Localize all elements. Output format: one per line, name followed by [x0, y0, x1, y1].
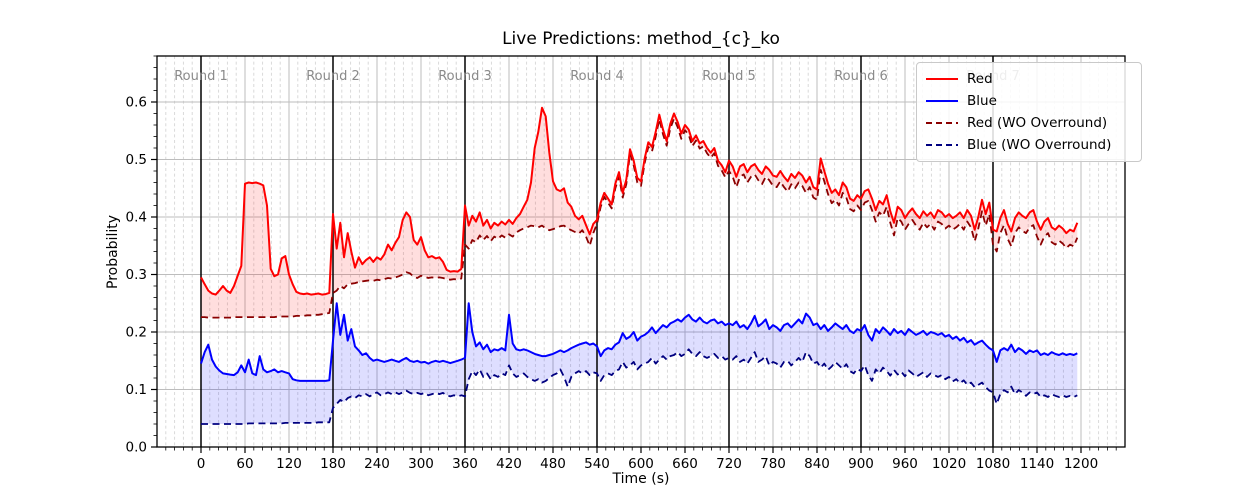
x-tick-label: 720	[716, 456, 742, 472]
legend-item-red: Red	[926, 70, 1132, 88]
x-tick-label: 960	[892, 456, 918, 472]
band-fill	[201, 303, 1078, 424]
x-tick-label: 180	[320, 456, 346, 472]
legend-item-blue-wo-overround: Blue (WO Overround)	[926, 136, 1132, 154]
x-tick-label: 480	[540, 456, 566, 472]
legend-line-sample	[926, 100, 958, 102]
y-tick-label: 0.0	[126, 440, 147, 456]
y-axis-label: Probability	[105, 214, 121, 290]
x-tick-label: 600	[628, 456, 654, 472]
x-tick-label: 60	[236, 456, 253, 472]
legend-item-blue: Blue	[926, 92, 1132, 110]
legend-label: Red	[967, 71, 993, 87]
x-tick-label: 660	[672, 456, 698, 472]
legend-label: Red (WO Overround)	[967, 115, 1108, 131]
y-tick-label: 0.3	[126, 267, 147, 283]
series-line-blue-wo-overround	[201, 348, 1078, 425]
round-label: Round 5	[702, 69, 756, 84]
x-tick-label: 0	[197, 456, 206, 472]
legend-line-sample	[926, 78, 958, 80]
x-tick-label: 540	[584, 456, 610, 472]
x-tick-label: 900	[848, 456, 874, 472]
round-label: Round 6	[834, 69, 888, 84]
x-tick-label: 1020	[932, 456, 966, 472]
x-tick-label: 240	[364, 456, 390, 472]
round-label: Round 1	[174, 69, 228, 84]
y-tick-label: 0.4	[126, 210, 147, 226]
x-tick-label: 780	[760, 456, 786, 472]
round-label: Round 3	[438, 69, 492, 84]
x-tick-label: 120	[276, 456, 302, 472]
legend-label: Blue	[967, 93, 997, 109]
legend-label: Blue (WO Overround)	[967, 137, 1112, 153]
legend-line-sample	[926, 144, 958, 146]
x-tick-label: 1140	[1020, 456, 1054, 472]
round-label: Round 2	[306, 69, 360, 84]
x-tick-label: 1200	[1064, 456, 1098, 472]
y-tick-label: 0.1	[126, 382, 147, 398]
x-tick-label: 420	[496, 456, 522, 472]
x-axis-label: Time (s)	[612, 471, 670, 487]
legend-item-red-wo-overround: Red (WO Overround)	[926, 114, 1132, 132]
round-label: Round 4	[570, 69, 624, 84]
series-line-red	[200, 106, 1079, 296]
y-tick-label: 0.5	[126, 152, 147, 168]
legend: Red Blue Red (WO Overround) Blue (WO Ove…	[916, 62, 1142, 162]
x-tick-label: 840	[804, 456, 830, 472]
band-fill	[201, 107, 1078, 318]
series-line-blue	[200, 302, 1078, 382]
chart-title: Live Predictions: method_{c}_ko	[502, 29, 780, 49]
x-tick-label: 300	[408, 456, 434, 472]
x-tick-label: 360	[452, 456, 478, 472]
legend-line-sample	[926, 122, 958, 124]
x-tick-label: 1080	[976, 456, 1010, 472]
y-tick-label: 0.2	[126, 325, 147, 341]
y-tick-label: 0.6	[126, 95, 147, 111]
